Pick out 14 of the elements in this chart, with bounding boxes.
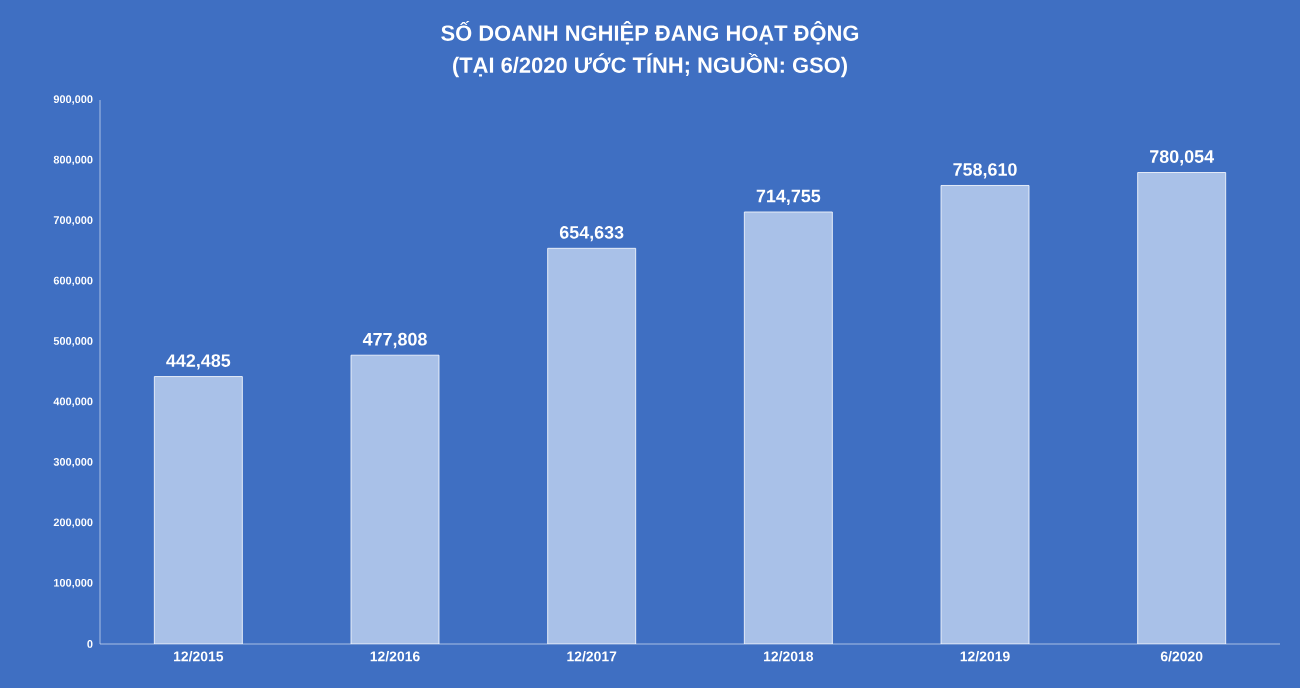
bar <box>547 247 637 644</box>
data-label: 758,610 <box>953 163 1017 179</box>
chart-subtitle: (TẠI 6/2020 ƯỚC TÍNH; NGUỒN: GSO) <box>453 53 847 78</box>
data-label: 714,755 <box>756 189 821 205</box>
bar <box>940 185 1030 644</box>
bar <box>153 376 243 644</box>
data-label: 654,633 <box>559 225 624 242</box>
data-label: 477,808 <box>362 332 427 349</box>
bar <box>1137 172 1227 644</box>
data-label: 442,485 <box>166 354 231 370</box>
data-label: 780,054 <box>1150 150 1214 166</box>
chart-title: SỐ DOANH NGHIỆP ĐANG HOẠT ĐỘNG <box>441 21 859 45</box>
bar <box>350 354 440 644</box>
bar <box>743 211 833 644</box>
